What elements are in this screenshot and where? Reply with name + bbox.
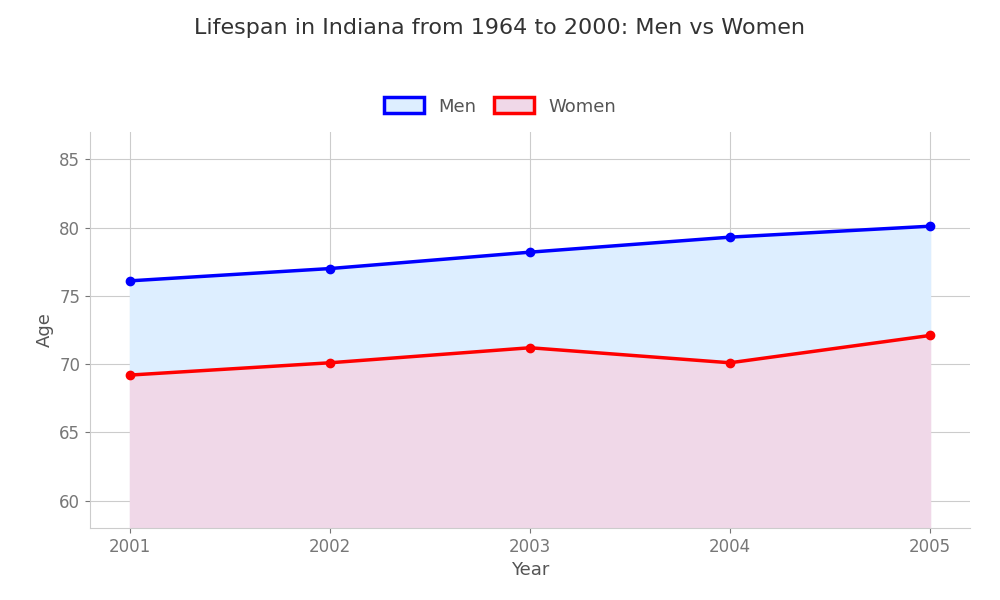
X-axis label: Year: Year [511,561,549,579]
Legend: Men, Women: Men, Women [377,90,623,123]
Text: Lifespan in Indiana from 1964 to 2000: Men vs Women: Lifespan in Indiana from 1964 to 2000: M… [194,18,806,38]
Y-axis label: Age: Age [36,313,54,347]
